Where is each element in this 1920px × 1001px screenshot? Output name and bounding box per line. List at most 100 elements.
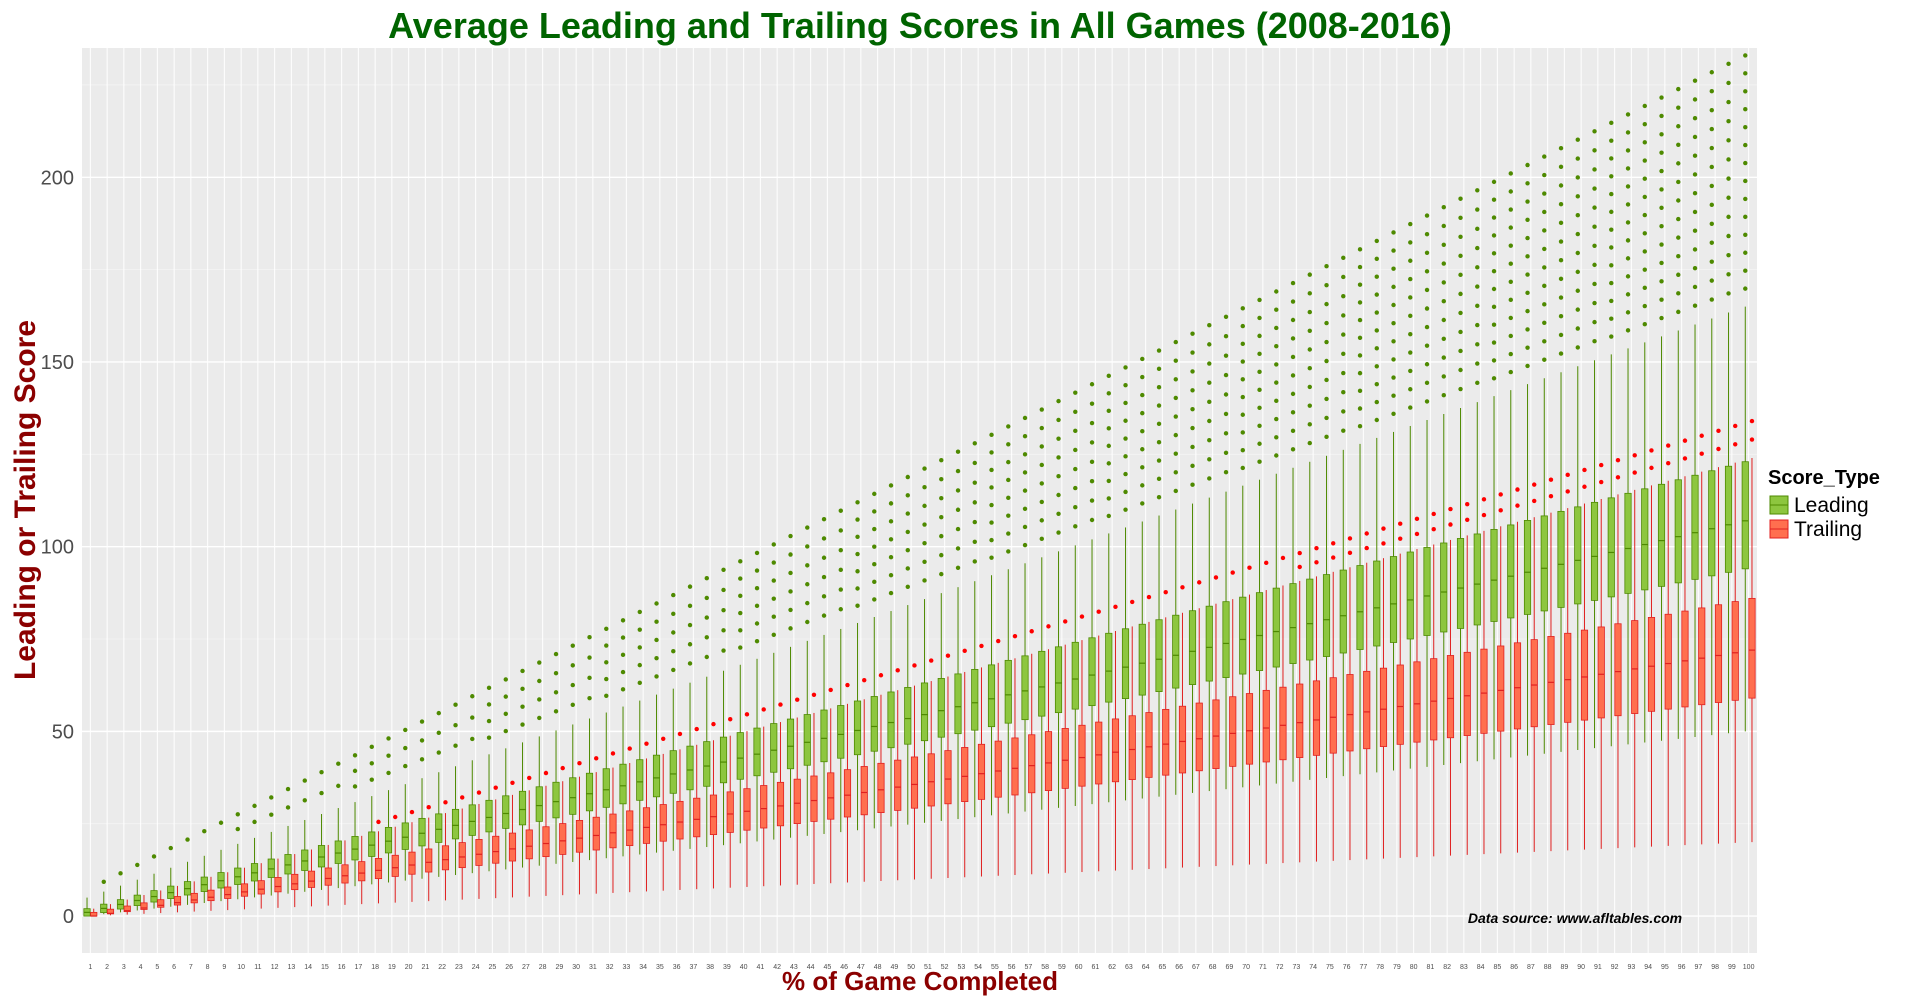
outlier-point [1257, 369, 1262, 375]
box [626, 810, 634, 847]
outlier-point [1240, 341, 1245, 347]
legend-title: Score_Type [1768, 467, 1880, 489]
box [987, 664, 996, 728]
outlier-point [1575, 288, 1580, 293]
x-tick-label: 5 [155, 964, 159, 971]
box [636, 759, 644, 801]
box [1430, 658, 1438, 741]
outlier-point [302, 798, 307, 803]
outlier-point [1006, 549, 1011, 554]
outlier-point [1726, 176, 1731, 181]
outlier-point [570, 643, 575, 648]
outlier-point [1642, 212, 1647, 218]
outlier-point [336, 783, 341, 789]
outlier-point [1676, 124, 1681, 129]
outlier-point [1089, 498, 1095, 503]
outlier-point [1374, 310, 1379, 315]
box [820, 709, 828, 763]
outlier-point [955, 507, 961, 512]
outlier-point [285, 786, 291, 792]
outlier-point [1558, 257, 1564, 263]
outlier-point [838, 508, 843, 513]
outlier-point [520, 686, 525, 692]
outlier-point [1599, 479, 1604, 485]
outlier-point [1022, 433, 1028, 439]
outlier-point [805, 619, 810, 625]
outlier-point [453, 702, 458, 707]
outlier-point [1290, 410, 1296, 415]
outlier-point [1525, 363, 1530, 369]
outlier-point [1642, 249, 1647, 254]
outlier-point [955, 526, 961, 532]
outlier-point [1106, 461, 1111, 466]
outlier-point [1424, 213, 1430, 218]
outlier-point [1558, 276, 1564, 282]
outlier-point [1006, 459, 1011, 465]
outlier-point [972, 559, 977, 564]
outlier-point [1290, 280, 1296, 286]
outlier-point [1022, 470, 1028, 475]
outlier-point [1525, 254, 1530, 259]
outlier-point [1508, 279, 1513, 284]
x-tick-label: 70 [1242, 964, 1250, 971]
outlier-point [1525, 308, 1530, 314]
box [1178, 705, 1187, 774]
outlier-point [252, 819, 257, 825]
box [843, 769, 852, 818]
outlier-point [1123, 489, 1128, 495]
outlier-point [1481, 512, 1487, 518]
outlier-point [235, 812, 240, 817]
outlier-point [1257, 315, 1262, 321]
outlier-point [855, 586, 860, 591]
outlier-point [1458, 272, 1463, 278]
outlier-point [470, 715, 475, 720]
outlier-point [721, 648, 726, 653]
outlier-point [620, 635, 626, 640]
outlier-point [1592, 281, 1597, 287]
outlier-point [805, 563, 810, 568]
outlier-point [1592, 148, 1597, 153]
box [1724, 465, 1733, 573]
outlier-point [1408, 405, 1413, 410]
x-tick-label: 75 [1326, 964, 1334, 971]
x-tick-label: 64 [1142, 964, 1150, 971]
outlier-point [1022, 542, 1028, 548]
outlier-point [1073, 524, 1078, 529]
outlier-point [805, 525, 810, 530]
outlier-point [721, 607, 726, 613]
x-tick-label: 82 [1443, 964, 1451, 971]
outlier-point [1625, 310, 1631, 315]
outlier-point [888, 590, 894, 596]
y-axis-title: Leading or Trailing Score [9, 320, 42, 680]
outlier-point [336, 761, 341, 766]
outlier-point [510, 780, 515, 785]
outlier-point [1324, 358, 1329, 364]
outlier-point [1173, 358, 1178, 363]
outlier-point [537, 678, 542, 684]
x-tick-label: 88 [1544, 964, 1552, 971]
outlier-point [486, 685, 492, 691]
outlier-point [1726, 272, 1731, 277]
outlier-point [1391, 266, 1396, 271]
outlier-point [754, 638, 760, 644]
outlier-point [761, 707, 766, 712]
outlier-point [1743, 160, 1748, 166]
outlier-point [1240, 306, 1245, 311]
box [384, 827, 393, 854]
outlier-point [1726, 252, 1731, 258]
outlier-point [1481, 497, 1487, 502]
outlier-point [1156, 366, 1162, 372]
outlier-point [1441, 393, 1446, 398]
box [435, 813, 443, 843]
outlier-point [1274, 380, 1279, 385]
outlier-point [1749, 437, 1755, 442]
outlier-point [1592, 167, 1597, 172]
outlier-point [1558, 145, 1564, 151]
outlier-point [888, 555, 894, 560]
outlier-point [1391, 393, 1396, 398]
outlier-point [1625, 112, 1631, 117]
outlier-point [604, 660, 609, 665]
outlier-point [1491, 304, 1497, 310]
outlier-point [1347, 536, 1353, 541]
outlier-point [453, 723, 458, 728]
